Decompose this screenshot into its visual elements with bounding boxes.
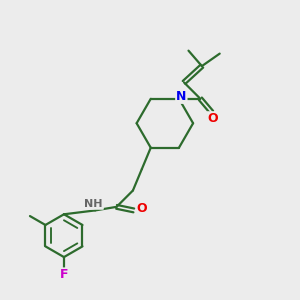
Text: F: F: [60, 268, 68, 281]
Text: O: O: [137, 202, 147, 215]
Text: N: N: [176, 90, 187, 103]
Text: NH: NH: [84, 199, 103, 209]
Text: O: O: [208, 112, 218, 125]
